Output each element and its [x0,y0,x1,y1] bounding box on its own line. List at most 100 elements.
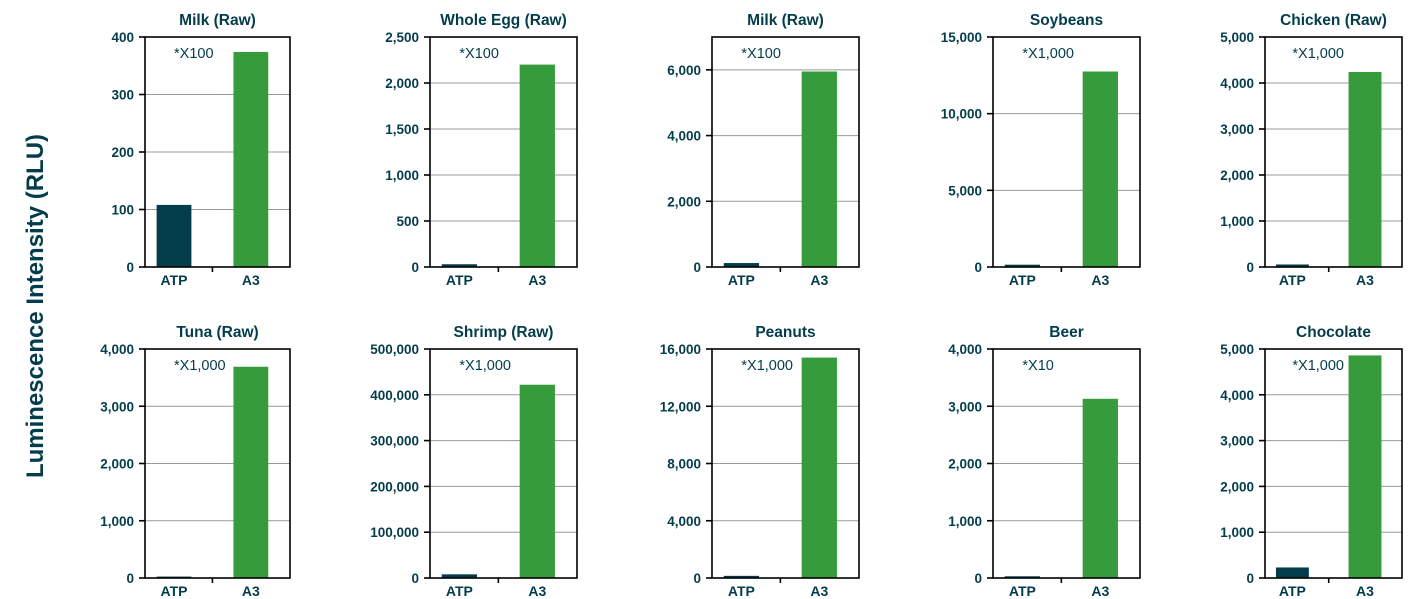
scale-annotation: *X1,000 [459,358,511,374]
chart-panel-1: 0 100 200 300 400 ATP A3 Milk (Raw) *X100 [111,12,291,288]
y-tick-label: 0 [1246,260,1254,275]
scale-annotation: *X1,000 [1292,46,1344,62]
bar-a3 [1348,355,1382,578]
y-tick-label: 1,000 [385,168,419,183]
y-tick-label: 8,000 [667,457,701,472]
x-tick-label-atp: ATP [446,583,473,599]
y-tick-label: 2,000 [100,457,134,472]
plot-frame [429,348,578,579]
chart-panel-7: 0 100,000 200,000 300,000 400,000 500,000 ATP A… [370,324,578,599]
x-tick-label-a3: A3 [528,272,546,288]
y-tick-label: 2,000 [1220,168,1254,183]
chart-title: Chocolate [1296,324,1371,341]
y-tick-label: 1,000 [948,514,982,529]
bar-a3 [519,64,555,267]
plot-frame [429,36,578,268]
y-tick-label: 0 [411,260,419,275]
chart-panel-4: 0 5,000 10,000 15,000 ATP A3 Soybeans *X1,000 [941,12,1141,288]
y-tick-label: 2,000 [667,194,701,209]
y-tick-label: 4,000 [667,129,701,144]
x-tick-label-a3: A3 [810,583,828,599]
y-tick-label: 4,000 [948,342,982,357]
shared-y-axis-label: Luminescence Intensity (RLU) [22,134,49,478]
bar-a3 [801,71,837,267]
x-tick-label-a3: A3 [1356,583,1374,599]
y-tick-label: 2,500 [385,30,419,45]
x-tick-label-a3: A3 [242,583,260,599]
y-tick-label: 0 [1246,571,1254,586]
y-tick-label: 300 [111,88,134,103]
chart-title: Soybeans [1030,12,1103,29]
x-tick-label-a3: A3 [810,272,828,288]
chart-panel-6: 0 1,000 2,000 3,000 4,000 ATP A3 Tuna (Raw) *X1,… [100,324,291,599]
chart-panel-2: 0 500 1,000 1,500 2,000 2,500 ATP A3 Whole Egg (… [385,12,578,288]
chart-title: Milk (Raw) [179,12,256,29]
x-tick-label-atp: ATP [1279,272,1306,288]
scale-annotation: *X100 [174,46,214,62]
bar-a3 [1082,398,1118,578]
scale-annotation: *X1,000 [1292,358,1344,374]
y-tick-label: 2,000 [948,457,982,472]
x-tick-label-atp: ATP [161,583,188,599]
shared-y-axis-label-svg: Luminescence Intensity (RLU) [22,134,49,478]
chart-title: Whole Egg (Raw) [440,12,567,29]
x-tick-label-atp: ATP [1279,583,1306,599]
chart-title: Beer [1049,324,1083,341]
y-tick-label: 400 [111,30,134,45]
y-tick-label: 16,000 [660,342,701,357]
y-tick-label: 12,000 [660,399,701,414]
y-tick-label: 100,000 [370,525,419,540]
y-tick-label: 5,000 [1220,342,1254,357]
y-tick-label: 5,000 [1220,30,1254,45]
y-tick-label: 100 [111,203,134,218]
x-tick-label-atp: ATP [1009,583,1036,599]
scale-annotation: *X1,000 [1022,46,1074,62]
plot-frame [1264,36,1403,268]
y-tick-label: 2,000 [1220,479,1254,494]
bar-atp [441,574,478,578]
y-tick-label: 3,000 [1220,434,1254,449]
chart-panel-9: 0 1,000 2,000 3,000 4,000 ATP A3 Beer *X10 [948,324,1141,599]
y-tick-label: 4,000 [100,342,134,357]
y-tick-label: 15,000 [941,30,982,45]
x-tick-label-atp: ATP [1009,272,1036,288]
y-tick-label: 4,000 [1220,76,1254,91]
bar-atp [1275,264,1309,267]
chart-panel-3: 0 2,000 4,000 6,000 ATP A3 Milk (Raw) *X100 [667,12,860,288]
y-tick-label: 0 [411,571,419,586]
y-tick-label: 3,000 [1220,122,1254,137]
scale-annotation: *X100 [741,46,781,62]
plot-frame [711,36,860,268]
chart-panel-10: 0 1,000 2,000 3,000 4,000 5,000 ATP A3 Chocolate… [1220,324,1403,599]
bar-atp [723,575,760,578]
y-tick-label: 400,000 [370,388,419,403]
x-tick-label-atp: ATP [728,583,755,599]
scale-annotation: *X100 [459,46,499,62]
y-tick-label: 200 [111,145,134,160]
y-tick-label: 0 [693,260,701,275]
x-tick-label-atp: ATP [161,272,188,288]
y-tick-label: 2,000 [385,76,419,91]
y-tick-label: 0 [126,571,134,586]
y-tick-label: 0 [693,571,701,586]
x-tick-label-a3: A3 [242,272,260,288]
bar-a3 [1348,71,1382,268]
chart-title: Shrimp (Raw) [454,324,554,341]
x-tick-label-atp: ATP [446,272,473,288]
scale-annotation: *X10 [1022,358,1053,374]
y-tick-label: 1,000 [1220,525,1254,540]
scale-annotation: *X1,000 [174,358,226,374]
y-tick-label: 500 [396,214,419,229]
y-tick-label: 4,000 [1220,388,1254,403]
x-tick-label-a3: A3 [528,583,546,599]
bar-atp [1004,576,1041,578]
y-tick-label: 6,000 [667,63,701,78]
y-tick-label: 1,500 [385,122,419,137]
plot-frame [992,36,1141,268]
bar-atp [723,263,760,267]
x-tick-label-a3: A3 [1356,272,1374,288]
x-tick-label-a3: A3 [1091,272,1109,288]
y-tick-label: 0 [974,571,982,586]
shared-y-axis-label-area: Luminescence Intensity (RLU) [0,0,80,599]
